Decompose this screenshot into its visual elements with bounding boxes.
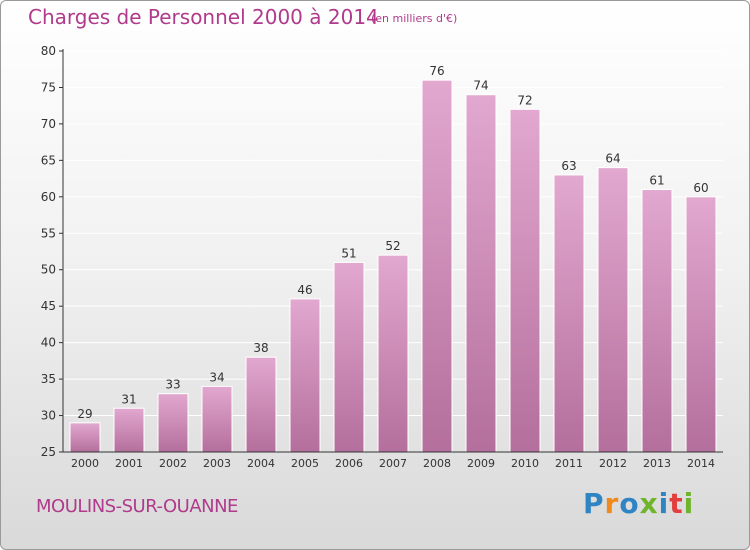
chart-subtitle: (en milliers d'€) — [371, 12, 458, 25]
bar-2004 — [245, 356, 277, 453]
data-label-2008: 76 — [429, 64, 444, 78]
logo-letter: t — [669, 487, 684, 520]
logo-letter: P — [583, 487, 605, 520]
bar-2003 — [201, 385, 233, 453]
y-tick-label: 35 — [41, 372, 56, 386]
data-label-2000: 29 — [77, 407, 92, 421]
bar-2000 — [69, 422, 101, 453]
data-label-2003: 34 — [209, 370, 224, 384]
y-tick-label: 80 — [41, 44, 56, 58]
logo-letter: r — [604, 487, 620, 520]
y-tick-label: 60 — [41, 190, 56, 204]
y-tick-label: 55 — [41, 226, 56, 240]
logo-letter: i — [658, 487, 670, 520]
x-tick-label-2008: 2008 — [423, 457, 451, 470]
data-label-2007: 52 — [385, 239, 400, 253]
bar-2008 — [421, 79, 453, 453]
data-label-2004: 38 — [253, 341, 268, 355]
x-tick-label-2001: 2001 — [115, 457, 143, 470]
y-tick-label: 50 — [41, 263, 56, 277]
proxiti-logo: Proxiti — [583, 487, 694, 520]
bar-2001 — [113, 407, 145, 453]
bar-2005 — [289, 298, 321, 453]
x-tick-label-2013: 2013 — [643, 457, 671, 470]
bar-2007 — [377, 254, 409, 453]
logo-letter: o — [619, 487, 640, 520]
x-tick-label-2007: 2007 — [379, 457, 407, 470]
x-tick-label-2012: 2012 — [599, 457, 627, 470]
bar-2014 — [685, 196, 717, 453]
data-label-2005: 46 — [297, 283, 312, 297]
data-label-2010: 72 — [517, 93, 532, 107]
y-tick-label: 45 — [41, 299, 56, 313]
data-label-2014: 60 — [693, 181, 708, 195]
data-label-2002: 33 — [165, 378, 180, 392]
commune-name: MOULINS-SUR-OUANNE — [36, 496, 238, 517]
y-tick-label: 65 — [41, 153, 56, 167]
y-tick-label: 75 — [41, 80, 56, 94]
logo-letter: x — [639, 487, 659, 520]
bar-2002 — [157, 393, 189, 453]
y-tick-label: 70 — [41, 117, 56, 131]
bar-2009 — [465, 94, 497, 453]
x-tick-label-2003: 2003 — [203, 457, 231, 470]
x-tick-label-2005: 2005 — [291, 457, 319, 470]
x-tick-label-2014: 2014 — [687, 457, 715, 470]
logo-letter: i — [683, 487, 695, 520]
y-tick-label: 40 — [41, 336, 56, 350]
bar-2012 — [597, 167, 629, 453]
x-tick-label-2002: 2002 — [159, 457, 187, 470]
bar-2010 — [509, 108, 541, 453]
bar-2013 — [641, 189, 673, 453]
bar-2011 — [553, 174, 585, 453]
x-tick-label-2011: 2011 — [555, 457, 583, 470]
data-label-2009: 74 — [473, 79, 488, 93]
data-label-2011: 63 — [561, 159, 576, 173]
data-label-2006: 51 — [341, 246, 356, 260]
data-label-2013: 61 — [649, 174, 664, 188]
y-tick-label: 25 — [41, 445, 56, 459]
chart-title: Charges de Personnel 2000 à 2014 — [28, 5, 379, 29]
bar-2006 — [333, 261, 365, 453]
x-tick-label-2004: 2004 — [247, 457, 275, 470]
x-tick-label-2000: 2000 — [71, 457, 99, 470]
data-label-2001: 31 — [121, 392, 136, 406]
x-tick-label-2009: 2009 — [467, 457, 495, 470]
x-tick-label-2010: 2010 — [511, 457, 539, 470]
x-tick-label-2006: 2006 — [335, 457, 363, 470]
data-label-2012: 64 — [605, 152, 620, 166]
y-tick-label: 30 — [41, 409, 56, 423]
